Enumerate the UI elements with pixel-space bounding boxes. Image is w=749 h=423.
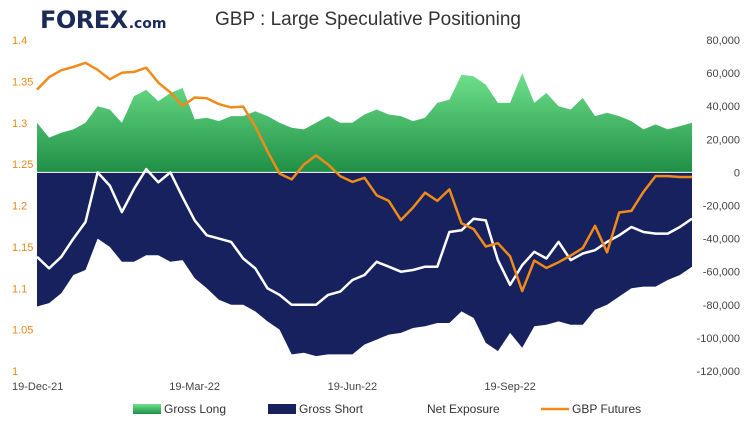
right-axis-tick-label: -100,000 xyxy=(697,333,740,345)
right-axis-tick-label: 80,000 xyxy=(706,35,740,47)
left-axis-tick-label: 1.25 xyxy=(12,159,33,171)
right-axis-tick-label: -80,000 xyxy=(703,300,740,312)
plot-area xyxy=(36,61,693,357)
right-axis-tick-label: -60,000 xyxy=(703,267,740,279)
left-axis-tick-label: 1.35 xyxy=(12,76,33,88)
logo-wordmark: FOREX xyxy=(40,6,128,34)
right-axis-tick-label: -40,000 xyxy=(703,234,740,246)
legend-label: Gross Short xyxy=(299,402,364,416)
legend-item: Gross Long xyxy=(133,402,226,416)
logo-suffix: .com xyxy=(128,16,167,32)
legend-label: GBP Futures xyxy=(572,402,641,416)
legend-label: Gross Long xyxy=(164,402,226,416)
legend-label: Net Exposure xyxy=(427,402,500,416)
forex-logo: FOREX .com xyxy=(40,6,167,36)
legend-swatch-gross-short xyxy=(268,404,296,414)
chart-title: GBP : Large Speculative Positioning xyxy=(215,9,521,30)
legend-swatch-gross-long xyxy=(133,404,161,414)
legend-item: Net Exposure xyxy=(427,402,500,416)
x-axis-tick-label: 19-Sep-22 xyxy=(484,381,535,393)
left-axis-tick-label: 1.15 xyxy=(12,242,33,254)
legend: Gross Long Gross Short Net Exposure GBP Fut… xyxy=(133,402,641,416)
left-axis-tick-label: 1.2 xyxy=(12,201,27,213)
legend-item: Gross Short xyxy=(268,402,364,416)
gross-short-area xyxy=(37,172,692,357)
net-exposure-line xyxy=(36,167,693,307)
right-axis-tick-label: -120,000 xyxy=(697,366,740,378)
left-axis-tick-label: 1.3 xyxy=(12,118,27,130)
left-axis: 1 1.05 1.1 1.15 1.2 1.25 1.3 1.35 1.4 xyxy=(12,35,33,378)
gbp-futures-line xyxy=(36,61,692,293)
x-axis: 19-Dec-21 19-Mar-22 19-Jun-22 19-Sep-22 xyxy=(12,381,536,393)
right-axis-tick-label: 0 xyxy=(734,167,740,179)
left-axis-tick-label: 1.1 xyxy=(12,283,27,295)
right-axis-tick-label: 40,000 xyxy=(706,101,740,113)
gross-long-area xyxy=(37,73,692,173)
x-axis-tick-label: 19-Mar-22 xyxy=(169,381,220,393)
left-axis-tick-label: 1.4 xyxy=(12,35,27,47)
left-axis-tick-label: 1 xyxy=(12,366,18,378)
right-axis-tick-label: -20,000 xyxy=(703,201,740,213)
x-axis-tick-label: 19-Jun-22 xyxy=(328,381,378,393)
x-axis-tick-label: 19-Dec-21 xyxy=(12,381,63,393)
left-axis-tick-label: 1.05 xyxy=(12,325,33,337)
right-axis: 80,000 60,000 40,000 20,000 0 -20,000 -40,000 -… xyxy=(697,35,740,378)
right-axis-tick-label: 60,000 xyxy=(706,68,740,80)
legend-item: GBP Futures xyxy=(541,402,641,416)
right-axis-tick-label: 20,000 xyxy=(706,134,740,146)
